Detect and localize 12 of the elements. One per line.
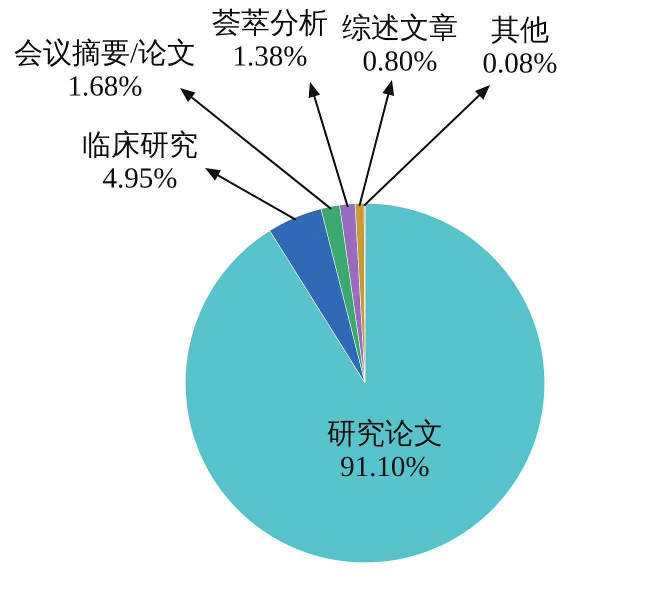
slice-label: 会议摘要/论文 (14, 38, 196, 70)
data-label: 4.95% (102, 162, 178, 195)
data-label: 1.38% (232, 40, 308, 73)
slice-label: 研究论文 (326, 418, 443, 450)
data-label: 91.10% (340, 451, 430, 484)
slice-label: 临床研究 (82, 130, 198, 162)
slice-label: 荟萃分析 (212, 8, 328, 40)
slice-label: 其他 (491, 14, 549, 47)
data-label: 0.08% (482, 48, 558, 80)
slice-label: 综述文章 (342, 12, 458, 45)
data-label: 1.68% (68, 70, 142, 103)
data-label: 0.80% (362, 46, 438, 78)
